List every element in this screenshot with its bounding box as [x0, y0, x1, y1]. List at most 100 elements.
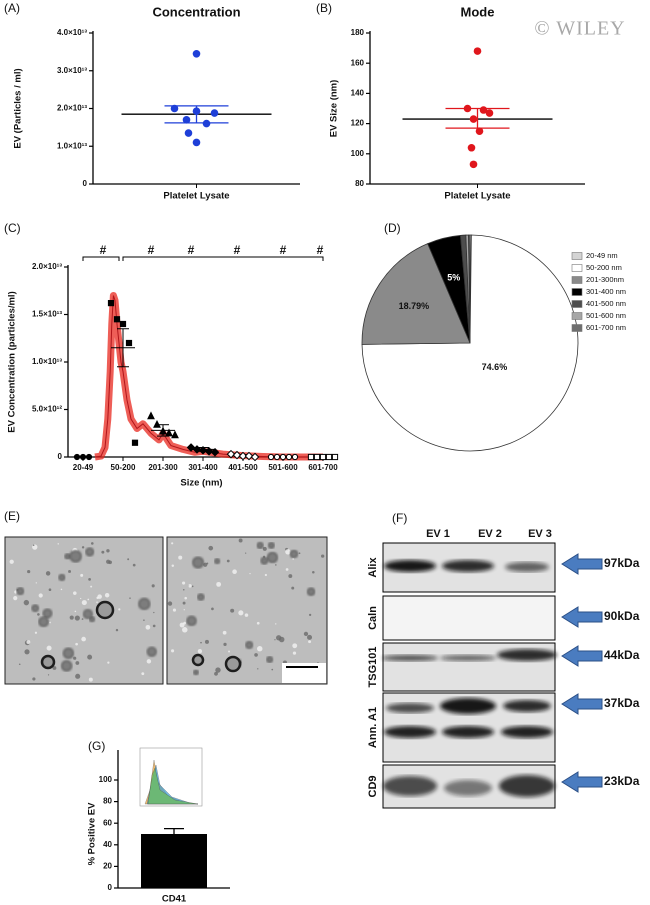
tem-vesicle: [138, 597, 151, 610]
tem-speck: [88, 577, 91, 581]
tem-speck: [153, 611, 155, 614]
blot-band: [384, 726, 436, 738]
tem-vesicle: [186, 615, 197, 626]
tem-speck: [88, 677, 93, 682]
tem-vesicle: [245, 641, 254, 649]
tem-speck: [32, 677, 36, 681]
point: [182, 116, 191, 124]
tem-speck: [275, 564, 277, 566]
tem-speck: [34, 631, 38, 634]
tem-speck: [27, 569, 31, 574]
tem-speck: [211, 607, 214, 611]
panel-label: (C): [4, 221, 21, 235]
y-axis-label: EV (Particles / ml): [13, 68, 24, 148]
point: [153, 419, 161, 428]
tem-speck: [307, 634, 313, 640]
tem-speck: [87, 598, 90, 601]
tem-vesicle: [260, 556, 269, 565]
x-axis-label: Platelet Lysate: [444, 191, 510, 202]
tem-speck: [101, 550, 105, 554]
y-tick-label: 40: [103, 840, 112, 849]
x-tick-label: 201-300: [148, 463, 178, 472]
y-tick-label: 140: [351, 89, 365, 98]
tem-vesicle: [58, 574, 66, 581]
point: [79, 453, 87, 461]
tem-speck: [179, 622, 185, 628]
legend-label: 301-400 nm: [586, 287, 626, 296]
tem-speck: [203, 562, 208, 567]
tem-speck: [182, 601, 186, 605]
chart-title: Mode: [461, 4, 495, 19]
tem-speck: [308, 613, 312, 617]
tem-speck: [107, 661, 110, 664]
tem-speck: [81, 600, 87, 606]
y-tick-label: 100: [351, 149, 365, 158]
tem-speck: [49, 621, 51, 624]
tem-image: [166, 536, 328, 685]
tem-speck: [143, 619, 145, 621]
blot-band: [499, 775, 555, 797]
x-tick-label: 50-200: [111, 463, 136, 472]
y-axis-label: % Positive EV: [87, 802, 98, 865]
y-tick-label: 160: [351, 58, 365, 67]
tem-speck: [127, 558, 130, 561]
tem-speck: [238, 610, 244, 616]
size-label: 23kDa: [604, 774, 640, 788]
tem-speck: [249, 573, 251, 575]
tem-speck: [45, 571, 51, 576]
tem-speck: [226, 559, 230, 563]
arrow: [561, 693, 603, 715]
tem-speck: [151, 584, 155, 588]
significance: #: [280, 243, 287, 257]
significance: #: [188, 243, 195, 257]
x-axis-label: Platelet Lysate: [163, 191, 229, 202]
tem-speck: [26, 640, 31, 644]
point: [291, 453, 299, 461]
legend-swatch: [571, 276, 583, 284]
tem-speck: [256, 621, 260, 625]
point: [273, 453, 281, 461]
point: [73, 453, 81, 461]
y-axis-label: EV Concentration (particles/ml): [7, 291, 18, 432]
tem-vesicle: [31, 604, 39, 612]
bar: [141, 834, 207, 888]
legend-label: 50-200 nm: [586, 263, 622, 272]
slice-label: 5%: [447, 272, 460, 282]
blot-band: [497, 649, 557, 661]
blot-band: [501, 726, 553, 738]
arrow: [561, 553, 603, 575]
tem-speck: [80, 597, 82, 600]
y-tick-label: 5.0×10¹²: [32, 405, 62, 414]
tem-speck: [60, 588, 63, 591]
size-label: 37kDa: [604, 696, 640, 710]
size-label: 97kDa: [604, 556, 640, 570]
slice-label: 74.6%: [482, 362, 508, 372]
point: [226, 449, 236, 459]
tem-speck: [97, 594, 102, 599]
point: [325, 453, 333, 461]
legend-label: 401-500 nm: [586, 299, 626, 308]
point: [469, 160, 478, 169]
y-tick-label: 180: [351, 28, 365, 37]
tem-speck: [288, 574, 293, 578]
tem-speck: [81, 618, 84, 620]
tem-speck: [172, 608, 177, 612]
blot-band: [440, 655, 496, 661]
y-tick-label: 80: [355, 179, 364, 188]
legend-swatch: [571, 252, 583, 260]
point: [125, 339, 133, 347]
x-tick-label: 601-700: [308, 463, 338, 472]
protein-label: CD9: [367, 775, 379, 797]
tem-vesicle: [197, 593, 205, 601]
blot-band: [505, 562, 549, 572]
y-tick-label: 2.0×10¹³: [32, 262, 62, 271]
watermark: © WILEY: [534, 18, 625, 40]
tem-vesicle: [69, 550, 82, 563]
lane-label: EV 1: [426, 528, 450, 540]
tem-speck: [74, 615, 80, 621]
blot-band: [382, 655, 438, 661]
tem-speck: [129, 597, 131, 599]
western-blot: EV 1 EV 2 EV 3 Alix 97kDa Caln 90kDa TSG101 44kD…: [367, 528, 640, 809]
tem-speck: [171, 564, 175, 568]
point: [165, 428, 173, 437]
